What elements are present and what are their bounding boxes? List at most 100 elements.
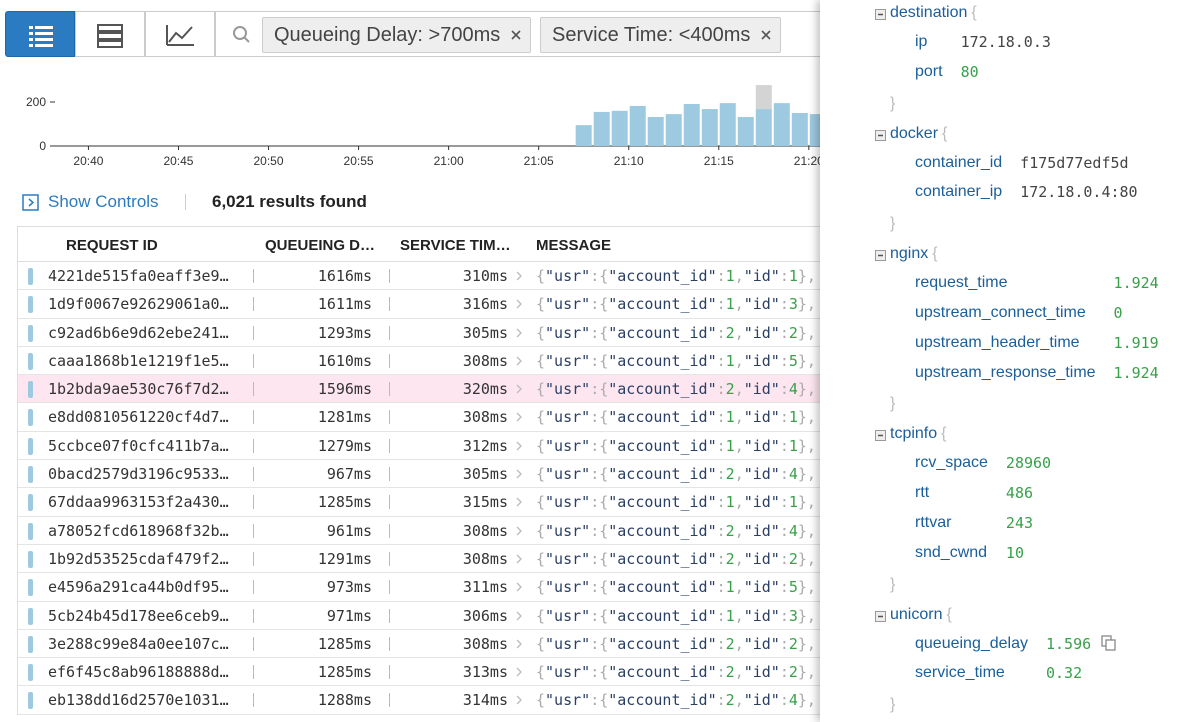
queueing-delay: 1596ms (317, 380, 372, 399)
json-token: 2 (725, 465, 735, 484)
json-token: , (734, 465, 744, 484)
json-token: { (536, 549, 546, 568)
divider (253, 269, 254, 283)
table-row[interactable]: 67ddaa9963153f2a430… 1285ms 315ms {"usr":{"… (18, 488, 830, 517)
json-token: "account_id" (608, 578, 717, 597)
message: {"usr":{"account_id":1,"id":1}, (536, 437, 816, 455)
divider (389, 523, 390, 538)
json-token: "id" (743, 634, 780, 653)
divider (389, 636, 390, 651)
json-token: , (734, 323, 744, 342)
json-token: "id" (743, 606, 780, 625)
remove-filter-icon[interactable] (761, 30, 771, 40)
json-token: 1 (788, 408, 798, 427)
json-token: 2 (725, 634, 735, 653)
json-token: , (734, 549, 744, 568)
section-header: tcpinfo{ (890, 425, 946, 443)
queueing-delay: 961ms (326, 521, 372, 540)
json-token: 1 (725, 267, 735, 285)
queueing-delay: 971ms (326, 606, 372, 625)
json-token: "usr" (545, 549, 591, 568)
collapse-icon[interactable] (875, 9, 886, 20)
request-id: e8dd0810561220cf4d7… (48, 408, 229, 427)
json-token: "usr" (545, 267, 591, 285)
divider (253, 325, 254, 340)
chevron (516, 469, 522, 479)
column-header[interactable]: SERVICE TIM… (400, 237, 511, 254)
table-row[interactable]: 1b2bda9ae530c76f7d2… 1596ms 320ms {"usr":{"… (18, 375, 830, 404)
table-row[interactable]: ef6f45c8ab96188888d… 1285ms 313ms {"usr":{"… (18, 658, 830, 687)
collapse-icon[interactable] (875, 610, 886, 622)
json-token: "id" (743, 380, 780, 399)
expand-arrow (516, 356, 522, 366)
table-row[interactable]: 3e288c99e84a0ee107c… 1285ms 308ms {"usr":{"… (18, 630, 830, 659)
chevron (516, 441, 522, 451)
json-token: { (536, 436, 546, 455)
json-token: 5 (788, 578, 798, 597)
json-token: , (734, 634, 744, 653)
collapse-icon[interactable] (875, 430, 886, 442)
json-token: , (734, 493, 744, 512)
column-header[interactable]: QUEUEING D… (265, 237, 376, 254)
row-marker (28, 381, 33, 399)
divider (389, 438, 390, 453)
copy-icon[interactable] (1101, 634, 1117, 651)
collapse-icon[interactable] (875, 250, 886, 262)
table-view-button[interactable] (75, 11, 145, 57)
chart-view-button[interactable] (145, 11, 215, 57)
table-row[interactable]: 4221de515fa0eaff3e9… 1616ms 310ms {"usr":{"… (18, 262, 830, 291)
queueing-delay: 1293ms (317, 323, 372, 342)
table-row[interactable]: c92ad6b6e9d62ebe241… 1293ms 305ms {"usr":{"… (18, 319, 830, 347)
json-token: 4 (788, 465, 798, 484)
message: {"usr":{"account_id":1,"id":3}, (536, 607, 816, 625)
section-header: nginx{ (890, 245, 938, 263)
histogram-bar (629, 105, 646, 146)
chevron (516, 413, 522, 422)
json-token: , (734, 380, 744, 399)
table-row[interactable]: 1b92d53525cdaf479f2… 1291ms 308ms {"usr":{"… (18, 545, 830, 574)
table-row[interactable]: e8dd0810561220cf4d7… 1281ms 308ms {"usr":{"… (18, 403, 830, 432)
collapse-icon[interactable] (875, 129, 886, 141)
table-row[interactable]: e4596a291ca44b0df95… 973ms 311ms {"usr":{"a… (18, 573, 830, 602)
filter-chip[interactable]: Service Time: <400ms (540, 17, 782, 53)
service-time: 305ms (462, 465, 508, 484)
field-key: queueing_delay (915, 634, 1028, 652)
json-token: :{ (590, 465, 609, 484)
divider (389, 665, 390, 680)
column-header[interactable]: MESSAGE (536, 237, 612, 254)
expand-arrow (516, 497, 522, 507)
table-row[interactable]: 0bacd2579d3196c9533… 967ms 305ms {"usr":{"a… (18, 460, 830, 489)
message: {"usr":{"account_id":2,"id":2}, (536, 635, 816, 653)
chevron (516, 299, 522, 309)
table-row[interactable]: 1d9f0067e92629061a0… 1611ms 316ms {"usr":{"… (18, 290, 830, 319)
service-time: 305ms (462, 323, 508, 342)
json-token: , (734, 663, 744, 682)
remove-filter-icon[interactable] (511, 30, 521, 40)
show-controls-link[interactable]: Show Controls (48, 192, 159, 211)
table-row[interactable]: caaa1868b1e1219f1e5… 1610ms 308ms {"usr":{"… (18, 347, 830, 376)
table-row[interactable]: 5ccbce07f0cfc411b7a… 1279ms 312ms {"usr":{"… (18, 432, 830, 461)
search-bar[interactable]: Queueing Delay: >700ms Service Time: <400… (215, 11, 830, 57)
request-id: eb138dd16d2570e1031… (48, 691, 229, 710)
table-row[interactable]: a78052fcd618968f32b… 961ms 308ms {"usr":{"a… (18, 517, 830, 545)
histogram-bar (755, 109, 772, 146)
table-row[interactable]: 5cb24b45d178ee6ceb9… 971ms 306ms {"usr":{"a… (18, 602, 830, 630)
filter-chip[interactable]: Queueing Delay: >700ms (262, 17, 532, 53)
brace: { (971, 4, 977, 21)
json-token: 2 (725, 323, 735, 342)
json-token: }, (797, 465, 816, 484)
field-key: request_time (915, 274, 1008, 292)
json-token: "id" (743, 323, 780, 342)
histogram-bar (755, 85, 772, 110)
field-key: upstream_response_time (915, 363, 1096, 381)
json-token: , (734, 267, 744, 285)
json-token: { (536, 267, 546, 285)
json-token: : (716, 380, 726, 399)
table-row[interactable]: eb138dd16d2570e1031… 1288ms 314ms {"usr":{"… (18, 686, 830, 715)
json-token: : (779, 521, 789, 540)
controls-icon (22, 194, 39, 211)
json-token: , (734, 606, 744, 625)
service-time: 315ms (462, 493, 508, 512)
column-header[interactable]: REQUEST ID (66, 237, 158, 254)
list-view-button[interactable] (5, 11, 75, 57)
